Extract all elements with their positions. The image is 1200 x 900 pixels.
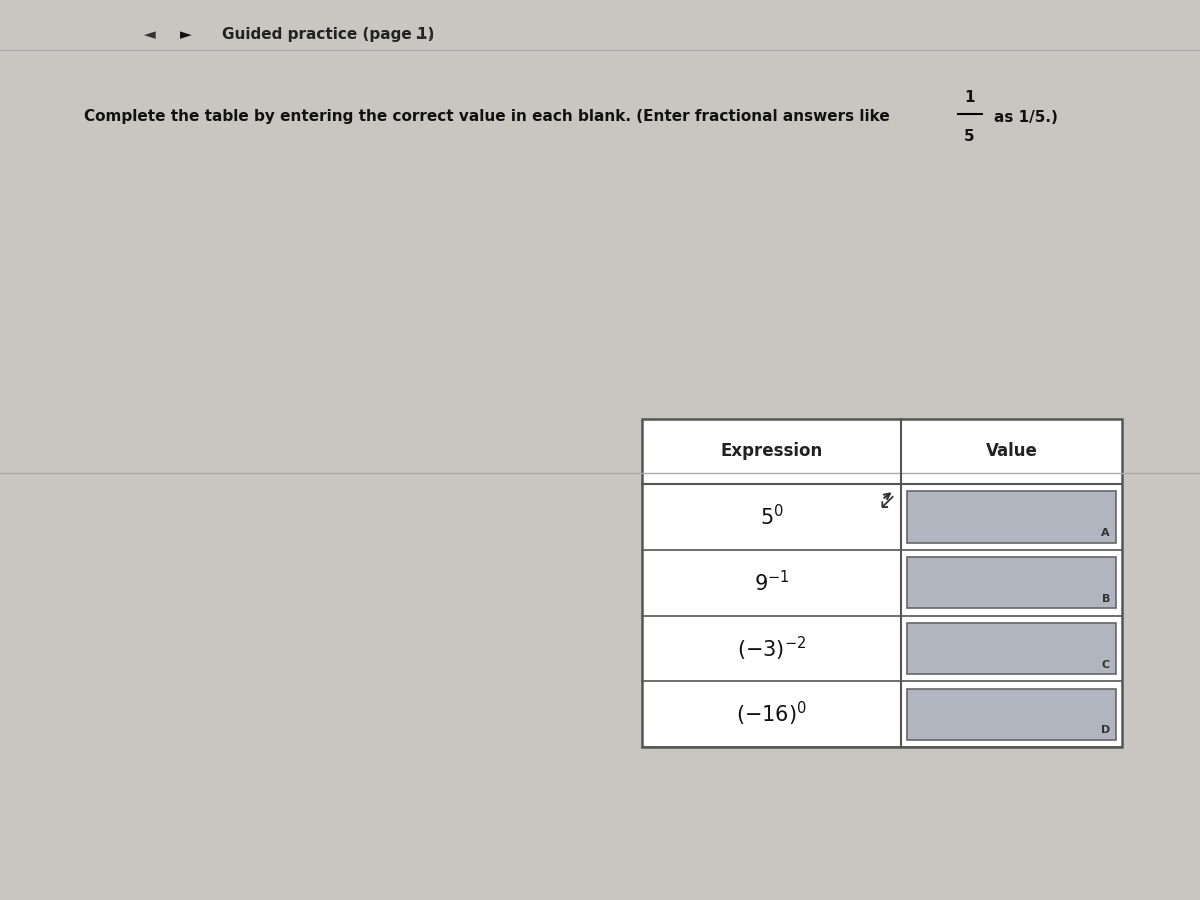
Bar	[907, 491, 1116, 543]
Text: C: C	[1102, 660, 1110, 670]
Text: A: A	[1102, 528, 1110, 538]
Text: 1: 1	[965, 90, 974, 104]
Text: $5^0$: $5^0$	[760, 504, 784, 529]
Text: as 1/5.): as 1/5.)	[994, 110, 1057, 124]
Text: ◄: ◄	[144, 27, 156, 41]
Bar	[907, 623, 1116, 674]
Text: $(-16)^0$: $(-16)^0$	[736, 700, 808, 728]
Text: ...: ...	[414, 25, 434, 43]
Text: Value: Value	[985, 442, 1038, 460]
Text: B: B	[1102, 594, 1110, 604]
Text: 5: 5	[965, 130, 974, 144]
Bar	[907, 557, 1116, 608]
Text: Guided practice (page 1): Guided practice (page 1)	[222, 27, 434, 41]
Bar	[642, 418, 1122, 747]
Text: Complete the table by entering the correct value in each blank. (Enter fractiona: Complete the table by entering the corre…	[84, 110, 889, 124]
Bar	[907, 688, 1116, 740]
Text: $(-3)^{-2}$: $(-3)^{-2}$	[737, 634, 806, 662]
Text: ↗: ↗	[872, 490, 892, 509]
Text: ►: ►	[180, 27, 192, 41]
Text: $9^{-1}$: $9^{-1}$	[754, 571, 790, 596]
Text: Expression: Expression	[720, 442, 823, 460]
Text: D: D	[1100, 725, 1110, 735]
